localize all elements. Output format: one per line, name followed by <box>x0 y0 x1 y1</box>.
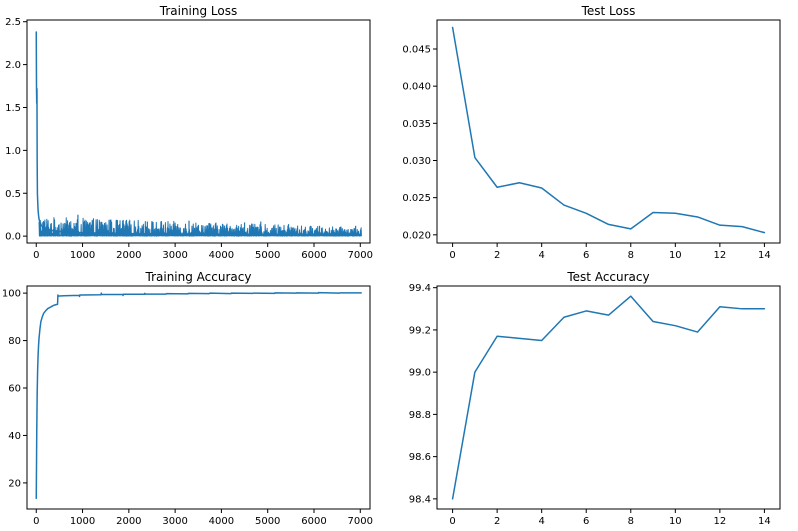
training-accuracy-ytick-label: 20 <box>8 478 21 489</box>
training-accuracy-ytick-label: 40 <box>8 431 21 442</box>
training-accuracy-xtick-label: 0 <box>33 516 39 527</box>
test-accuracy-ytick-label: 99.2 <box>409 325 431 336</box>
training-loss-xtick-label: 7000 <box>348 250 373 261</box>
training-accuracy-ytick-label: 60 <box>8 384 21 395</box>
test-loss-xtick-label: 12 <box>713 250 726 261</box>
test-accuracy-ytick-label: 99.0 <box>409 368 431 379</box>
training-accuracy-xtick-label: 6000 <box>301 516 326 527</box>
training-loss-xtick-label: 4000 <box>209 250 234 261</box>
test-loss-title: Test Loss <box>581 4 636 18</box>
training-accuracy-chart: Training Accuracy 0 1000 2000 3000 4000 5000 60… <box>2 270 373 527</box>
test-accuracy-xtick-label: 2 <box>494 516 500 527</box>
test-loss-xtick-label: 4 <box>538 250 544 261</box>
training-accuracy-xtick-label: 1000 <box>70 516 95 527</box>
training-loss-ytick-label: 2.0 <box>5 60 21 71</box>
test-loss-xtick-label: 6 <box>583 250 589 261</box>
test-accuracy-xtick-label: 12 <box>713 516 726 527</box>
training-accuracy-xtick-label: 2000 <box>116 516 141 527</box>
test-accuracy-title: Test Accuracy <box>566 270 649 284</box>
training-loss-plot-area <box>35 31 362 237</box>
training-loss-ytick-label: 0.0 <box>5 232 21 243</box>
test-accuracy-xtick-label: 6 <box>583 516 589 527</box>
training-loss-ytick-label: 1.0 <box>5 146 21 157</box>
training-loss-series-line <box>35 31 362 236</box>
training-accuracy-xtick-label: 4000 <box>209 516 234 527</box>
test-accuracy-xtick-label: 4 <box>538 516 544 527</box>
test-accuracy-chart: Test Accuracy 0 2 4 6 8 10 12 14 98.4 98.6 98.8 99.0… <box>409 270 781 527</box>
training-accuracy-ytick-label: 100 <box>2 289 21 300</box>
training-loss-xtick-label: 5000 <box>255 250 280 261</box>
test-accuracy-xtick-label: 8 <box>628 516 634 527</box>
test-loss-axes-frame <box>436 19 781 244</box>
training-loss-ytick-label: 1.5 <box>5 103 21 114</box>
training-accuracy-title: Training Accuracy <box>145 270 252 284</box>
test-accuracy-xtick-label: 0 <box>449 516 455 527</box>
test-loss-ytick-label: 0.040 <box>402 82 431 93</box>
test-accuracy-ytick-label: 99.4 <box>409 283 431 294</box>
test-accuracy-axes-frame <box>436 285 781 510</box>
training-loss-ytick-label: 0.5 <box>5 189 21 200</box>
test-loss-xtick-label: 14 <box>758 250 771 261</box>
training-accuracy-axes-frame <box>26 285 371 510</box>
training-loss-xtick-label: 3000 <box>162 250 187 261</box>
training-loss-title: Training Loss <box>159 4 237 18</box>
training-loss-chart: Training Loss 0 1000 2000 3000 4000 5000 6000 70… <box>5 4 373 261</box>
test-loss-ytick-label: 0.025 <box>402 193 431 204</box>
test-accuracy-plot-area <box>451 295 766 500</box>
test-loss-xtick-label: 10 <box>669 250 682 261</box>
training-accuracy-plot-area <box>35 291 362 500</box>
test-loss-plot-area <box>451 26 766 234</box>
test-loss-chart: Test Loss 0 2 4 6 8 10 12 14 0.020 0.025 0.030 0.035… <box>402 4 781 261</box>
training-loss-ytick-label: 2.5 <box>5 17 21 28</box>
test-loss-ytick-label: 0.030 <box>402 156 431 167</box>
test-loss-xtick-label: 0 <box>449 250 455 261</box>
test-loss-ytick-label: 0.020 <box>402 230 431 241</box>
training-accuracy-ytick-label: 80 <box>8 336 21 347</box>
test-accuracy-ytick-label: 98.8 <box>409 410 431 421</box>
training-accuracy-series-line <box>35 291 362 500</box>
test-accuracy-series-line <box>451 295 766 500</box>
test-accuracy-ytick-label: 98.6 <box>409 452 431 463</box>
test-accuracy-ytick-label: 98.4 <box>409 494 431 505</box>
training-loss-xtick-label: 2000 <box>116 250 141 261</box>
training-loss-xtick-label: 0 <box>33 250 39 261</box>
test-loss-series-line <box>451 26 766 234</box>
test-loss-ytick-label: 0.035 <box>402 119 431 130</box>
training-loss-xtick-label: 1000 <box>70 250 95 261</box>
training-loss-xtick-label: 6000 <box>301 250 326 261</box>
test-loss-xtick-label: 8 <box>628 250 634 261</box>
test-loss-ytick-label: 0.045 <box>402 44 431 55</box>
test-accuracy-xtick-label: 14 <box>758 516 771 527</box>
training-accuracy-xtick-label: 5000 <box>255 516 280 527</box>
training-accuracy-xtick-label: 7000 <box>348 516 373 527</box>
training-accuracy-xtick-label: 3000 <box>162 516 187 527</box>
training-loss-axes-frame <box>26 19 371 244</box>
test-accuracy-xtick-label: 10 <box>669 516 682 527</box>
test-loss-xtick-label: 2 <box>494 250 500 261</box>
